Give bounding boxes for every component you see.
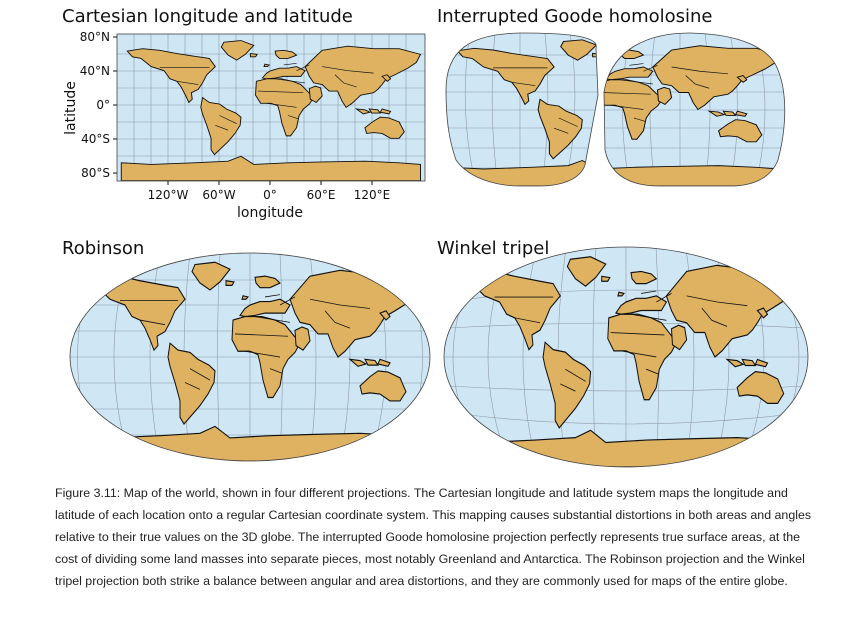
cartesian-map: 120°W 60°W 0° 60°E 120°E 80°N 40°N 0° 40… (63, 30, 426, 221)
y-tick-label: 0° (96, 98, 110, 112)
x-tick-label: 0° (263, 188, 277, 202)
goode-map (445, 32, 786, 187)
y-tick-label: 80°N (80, 30, 110, 44)
x-axis-label: longitude (237, 205, 303, 221)
y-axis-label: latitude (63, 81, 79, 135)
y-tick-label: 80°S (81, 166, 110, 180)
robinson-map (69, 252, 431, 462)
panel-title-winkel: Winkel tripel (437, 238, 550, 259)
world-maps-figure: 120°W 60°W 0° 60°E 120°E 80°N 40°N 0° 40… (63, 30, 809, 468)
robinson-graticule (70, 253, 430, 461)
panel-title-cartesian: Cartesian longitude and latitude (62, 6, 353, 27)
winkel-map (443, 246, 809, 468)
x-tick-label: 60°E (307, 188, 336, 202)
cartesian-ticks (113, 36, 373, 185)
x-tick-label: 60°W (202, 188, 235, 202)
y-tick-label: 40°S (81, 132, 110, 146)
x-tick-label: 120°W (148, 188, 189, 202)
panel-title-goode: Interrupted Goode homolosine (437, 6, 713, 27)
figure-caption: Figure 3.11: Map of the world, shown in … (55, 486, 812, 588)
x-tick-label: 120°E (354, 188, 391, 202)
y-tick-label: 40°N (80, 64, 110, 78)
panel-title-robinson: Robinson (62, 238, 145, 259)
